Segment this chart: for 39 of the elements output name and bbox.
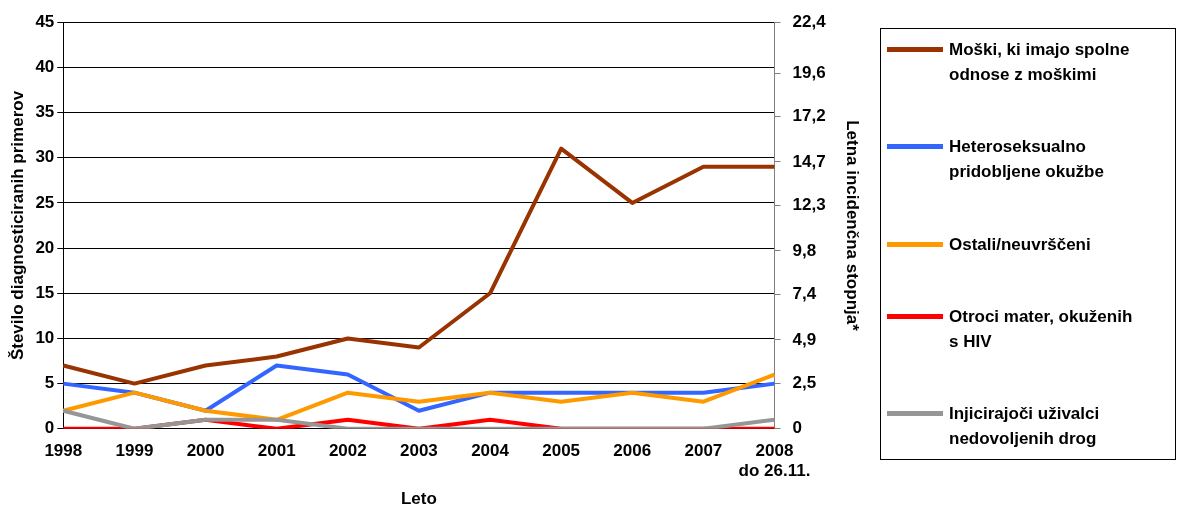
x-tick-label: 2000 [186,440,225,460]
y2-tick-label: 0 [792,418,802,438]
legend-label: Ostali/neuvrščeni [949,233,1091,256]
y-axis-title: Število diagnosticiranih primerov [7,90,27,361]
legend-label: Injicirajoči uživalci nedovoljenih drog [949,403,1101,450]
y2-tick-label: 2,5 [792,373,817,393]
legend-label: Heteroseksualno pridobljene okužbe [949,136,1105,184]
y-tick-label: 5 [44,373,55,393]
x-tick-label: 2007 [684,440,723,460]
y-tick-label: 20 [35,237,55,257]
x-tick-label: 2003 [400,440,438,460]
y-tick-label: 0 [44,418,55,438]
y2-tick-label: 19,6 [792,62,826,82]
x-tick-label: 2006 [613,440,652,460]
x-tick-label: 2008 do 26.11. [738,440,811,481]
y-tick-label: 40 [35,57,55,77]
y-tick-label: 35 [35,102,55,122]
y2-tick-label: 7,4 [792,284,817,304]
y2-tick-label: 4,9 [792,329,817,349]
x-tick-label: 2004 [471,440,510,460]
x-tick-label: 1999 [115,440,154,460]
y-tick-label: 45 [35,11,55,31]
x-tick-label: 2005 [542,440,581,460]
y-tick-label: 10 [35,328,55,348]
y2-tick-label: 9,8 [792,240,817,260]
y-tick-label: 25 [35,192,55,212]
x-axis-title: Leto [400,489,437,509]
x-tick-label: 2001 [257,440,296,460]
x-tick-label: 2002 [328,440,367,460]
y-tick-label: 30 [35,147,55,167]
y2-tick-label: 17,2 [792,106,826,126]
x-tick-label: 1998 [44,440,83,460]
y2-axis-title: Letna incidenčna stopnja* [843,120,863,332]
legend-label: Moški, ki imajo spolne odnose z moškimi [949,39,1131,86]
y-tick-label: 15 [35,282,55,302]
y2-tick-label: 14,7 [792,151,826,171]
legend-label: Otroci mater, okuženih s HIV [949,305,1134,353]
y2-tick-label: 12,3 [792,195,826,215]
y2-tick-label: 22,4 [792,11,827,31]
